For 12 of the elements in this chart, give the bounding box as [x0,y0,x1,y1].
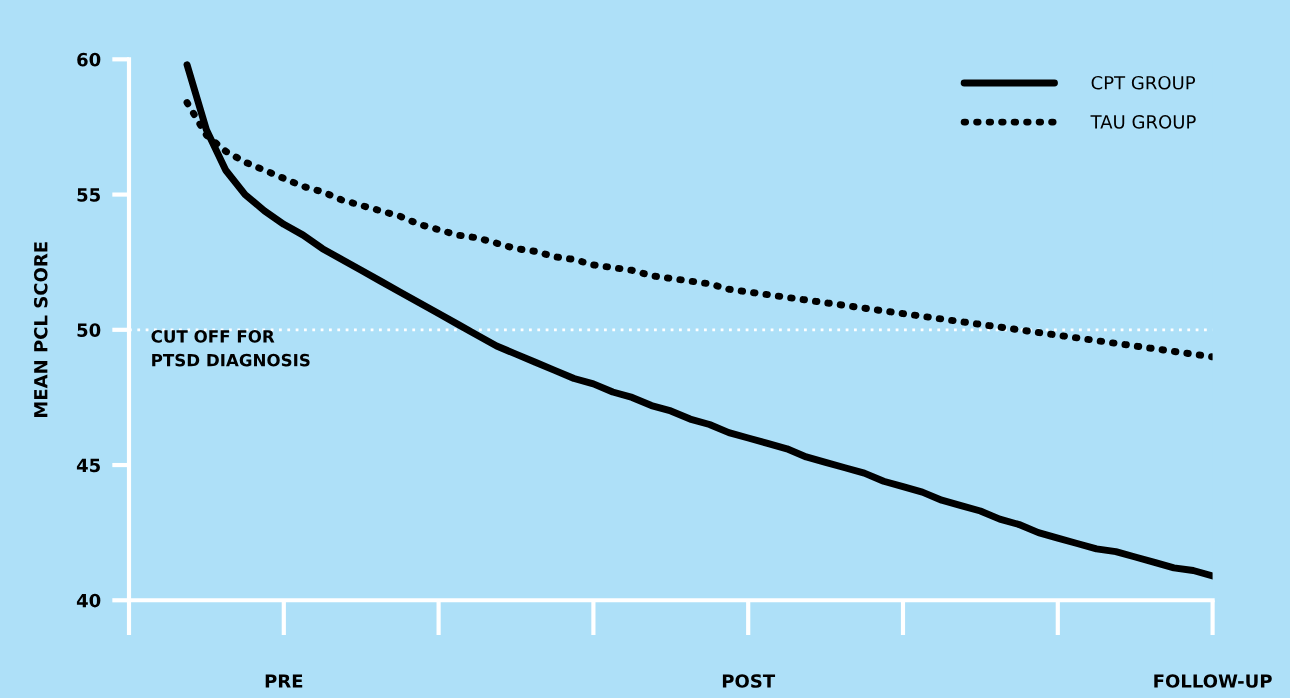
legend-label: CPT GROUP [1091,75,1196,90]
y-tick-label: 45 [76,458,100,473]
y-tick-label: 50 [77,323,101,337]
x-tick-label: POST [722,674,776,688]
legend-label: CUT OFF FOR PTSD DIAGNOSIS [151,330,310,367]
x-tick-label: PRE [265,674,303,688]
y-axis-title: MEAN PCL SCORE [33,242,48,418]
y-tick-label: 55 [77,188,100,202]
x-tick-label: FOLLOW-UP [1154,674,1272,688]
y-tick-label: 40 [76,593,101,608]
legend-label: TAU GROUP [1090,115,1196,129]
y-tick-label: 60 [77,52,101,67]
